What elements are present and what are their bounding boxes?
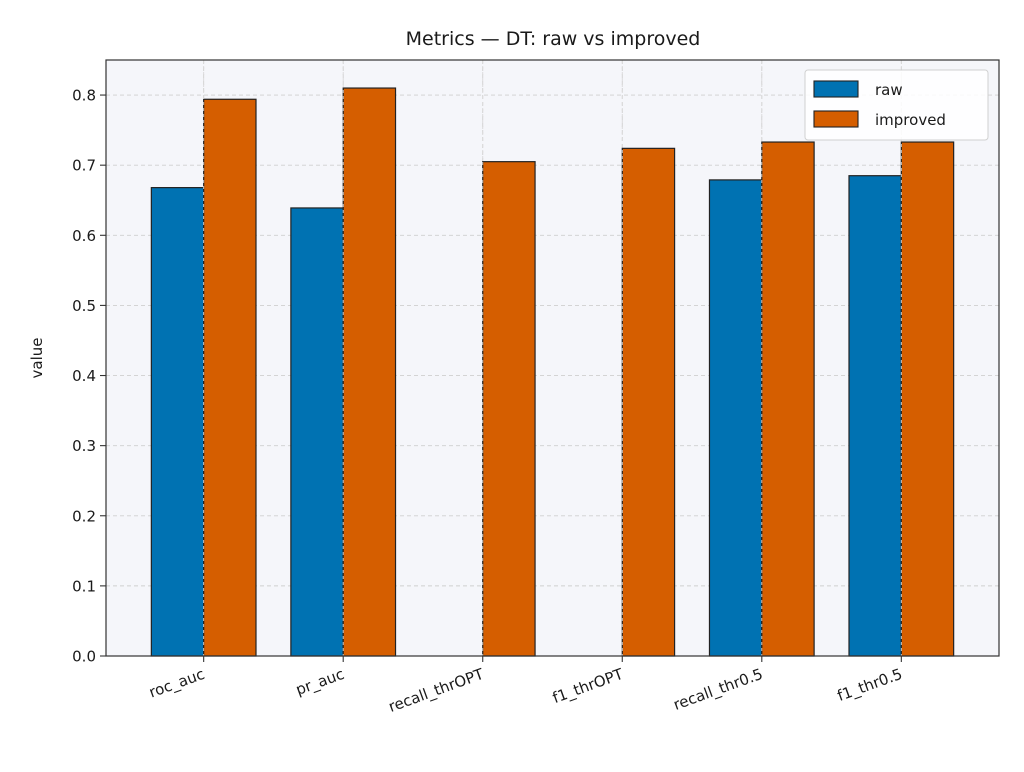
y-tick-label: 0.5	[72, 297, 96, 315]
legend-swatch-raw	[813, 80, 859, 98]
y-axis-label: value	[28, 338, 46, 379]
x-tick-label: roc_auc	[147, 665, 208, 703]
y-tick-label: 0.7	[72, 157, 96, 175]
y-tick-label: 0.0	[72, 648, 96, 666]
x-tick-label: pr_auc	[293, 665, 347, 700]
bar-improved-f1_thr0.5	[900, 141, 955, 657]
y-tick-label: 0.2	[72, 507, 96, 525]
legend-swatch-improved	[813, 110, 859, 128]
y-tick-label: 0.8	[72, 87, 96, 105]
bar-raw-f1_thr0.5	[848, 175, 902, 657]
bar-improved-f1_thrOPT	[621, 147, 676, 657]
x-tick-label: recall_thrOPT	[386, 665, 487, 717]
legend-label-raw: raw	[875, 81, 903, 99]
bar-improved-recall_thrOPT	[482, 161, 536, 657]
bar-raw-roc_auc	[150, 187, 205, 657]
legend: raw improved	[804, 69, 989, 141]
x-tick-label: recall_thr0.5	[671, 665, 766, 715]
chart-title: Metrics — DT: raw vs improved	[406, 28, 701, 50]
legend-label-improved: improved	[875, 111, 946, 129]
bar-raw-pr_auc	[290, 207, 344, 657]
bars-layer	[150, 60, 955, 657]
y-tick-label: 0.6	[72, 227, 96, 245]
x-tick-label: f1_thr0.5	[835, 665, 905, 706]
y-tick-label: 0.1	[72, 577, 96, 595]
bar-improved-roc_auc	[203, 98, 257, 657]
bar-raw-recall_thr0.5	[708, 179, 763, 657]
y-tick-label: 0.3	[72, 437, 96, 455]
x-tick-label: f1_thrOPT	[550, 665, 627, 708]
bar-improved-pr_auc	[342, 87, 397, 657]
plot-frame	[105, 59, 1000, 657]
bar-improved-recall_thr0.5	[761, 141, 815, 657]
y-tick-label: 0.4	[72, 367, 96, 385]
